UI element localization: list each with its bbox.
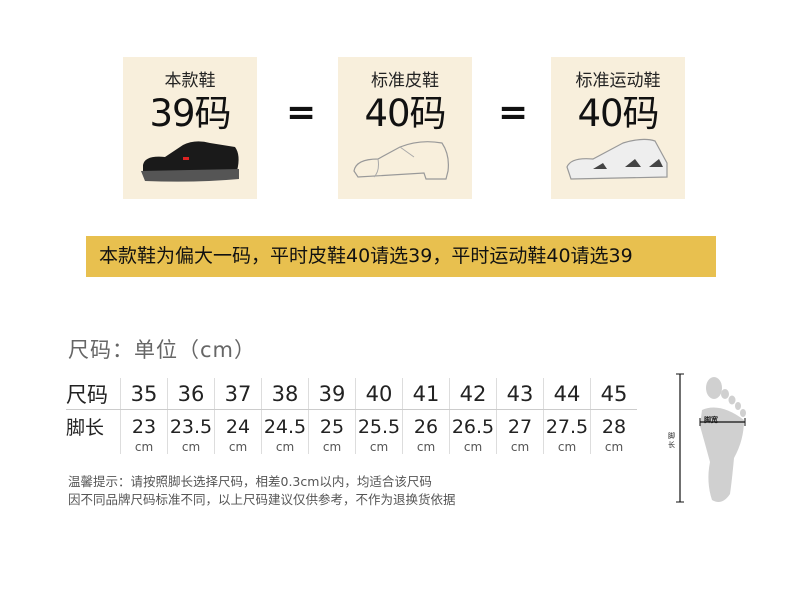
disclaimer-note: 因不同品牌尺码标准不同，以上尺码建议仅供参考，不作为退换货依据 [68,492,456,507]
unit-cell: cm [590,440,637,454]
length-cell: 26.5 [449,409,497,440]
size-chart-table: 尺码 35 36 37 38 39 40 41 42 43 44 45 脚长 2… [66,378,637,454]
length-row-label: 脚长 [66,417,105,439]
unit-row: cm cm cm cm cm cm cm cm cm cm cm [66,440,637,454]
card-size: 40码 [364,92,446,135]
size-cell: 35 [120,378,168,410]
size-cell: 43 [496,378,544,410]
length-cell: 23.5 [167,409,215,440]
leather-shoe-sketch-icon [353,141,449,180]
unit-cell: cm [543,440,591,454]
size-cell: 37 [214,378,262,410]
this-shoe-card: 本款鞋 39码 [123,57,257,199]
length-cell: 27.5 [543,409,591,440]
length-cell: 23 [120,409,168,440]
unit-cell: cm [120,440,168,454]
foot-measure-diagram: 脚宽 脚长 [668,370,770,514]
length-row: 脚长 23 23.5 24 24.5 25 25.5 26 26.5 27 27… [66,409,637,440]
sneaker-sketch-icon [566,138,668,180]
equals-sign: = [498,92,529,133]
unit-cell: cm [214,440,262,454]
leather-shoe-card: 标准皮鞋 40码 [338,57,472,199]
black-work-shoe-icon [141,141,239,182]
length-cell: 24 [214,409,262,440]
length-cell: 27 [496,409,544,440]
tip-note: 温馨提示：请按照脚长选择尺码，相差0.3cm以内，均适合该尺码 [68,474,432,489]
unit-cell: cm [449,440,497,454]
foot-outline-icon [676,373,746,503]
size-cell: 36 [167,378,215,410]
length-cell: 24.5 [261,409,309,440]
size-row-label: 尺码 [66,378,121,410]
equals-sign: = [286,92,317,133]
size-cell: 45 [590,378,637,410]
card-size: 40码 [577,92,659,135]
size-cell: 44 [543,378,591,410]
size-cell: 40 [355,378,403,410]
unit-cell: cm [355,440,403,454]
card-size: 39码 [149,92,231,135]
unit-cell: cm [261,440,309,454]
unit-cell: cm [402,440,450,454]
unit-cell: cm [308,440,356,454]
sneaker-card: 标准运动鞋 40码 [551,57,685,199]
size-cell: 38 [261,378,309,410]
length-cell: 25 [308,409,356,440]
length-cell: 25.5 [355,409,403,440]
unit-row-spacer [66,440,121,454]
foot-length-label: 脚长 [668,432,675,449]
foot-width-label: 脚宽 [704,416,718,424]
size-cell: 39 [308,378,356,410]
length-cell: 28 [590,409,637,440]
unit-cell: cm [496,440,544,454]
size-cell: 41 [402,378,450,410]
size-chart-title: 尺码：单位（cm） [68,338,257,362]
unit-cell: cm [167,440,215,454]
length-cell: 26 [402,409,450,440]
card-label: 本款鞋 [164,71,216,91]
size-cell: 42 [449,378,497,410]
size-row: 尺码 35 36 37 38 39 40 41 42 43 44 45 [66,378,637,410]
card-label: 标准运动鞋 [575,71,661,91]
card-label: 标准皮鞋 [371,71,439,91]
size-advice-banner: 本款鞋为偏大一码，平时皮鞋40请选39，平时运动鞋40请选39 [86,236,716,277]
